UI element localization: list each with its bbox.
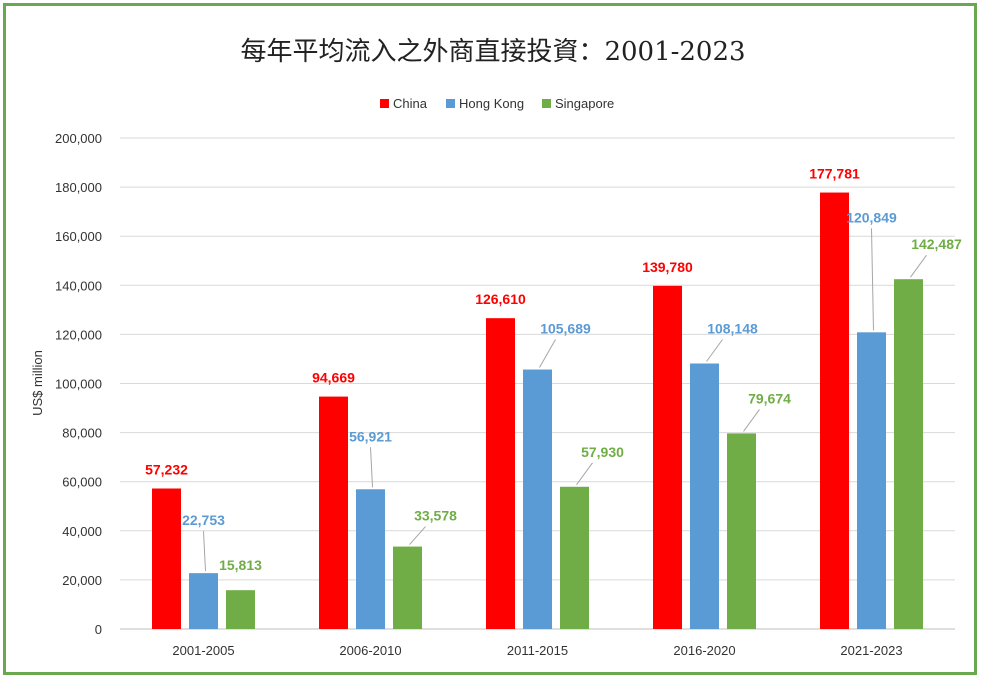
y-tick-label: 20,000 — [62, 573, 102, 588]
data-label-hong-kong-2021-2023: 120,849 — [846, 209, 897, 225]
y-axis-ticks: 0 20,000 40,000 60,000 80,000 100,000 120,000 1… — [55, 131, 102, 637]
bar-singapore-2006-2010 — [393, 546, 422, 629]
data-label-china-2006-2010: 94,669 — [312, 370, 355, 386]
bar-china-2011-2015 — [486, 318, 515, 629]
legend-label: China — [393, 96, 428, 111]
legend-item-singapore: Singapore — [542, 96, 614, 111]
legend-swatch — [542, 99, 551, 108]
y-tick-label: 80,000 — [62, 426, 102, 441]
leader-line — [576, 462, 593, 486]
data-label-singapore-2001-2005: 15,813 — [219, 557, 262, 573]
bar-hong-kong-2021-2023 — [857, 332, 886, 629]
y-tick-label: 120,000 — [55, 327, 102, 342]
bar-hong-kong-2011-2015 — [523, 369, 552, 629]
x-tick-label: 2021-2023 — [840, 643, 902, 658]
data-label-hong-kong-2016-2020: 108,148 — [707, 320, 758, 336]
leader-line — [539, 339, 556, 368]
leader-line — [871, 228, 874, 331]
x-axis-ticks: 2001-2005 2006-2010 2011-2015 2016-2020 2021… — [172, 643, 902, 658]
bar-china-2001-2005 — [152, 488, 181, 629]
bar-singapore-2001-2005 — [226, 590, 255, 629]
data-label-china-2011-2015: 126,610 — [475, 291, 526, 307]
legend-item-china: China — [380, 96, 428, 111]
leader-line — [910, 254, 927, 278]
x-tick-label: 2016-2020 — [673, 643, 735, 658]
bar-china-2021-2023 — [820, 192, 849, 629]
bar-hong-kong-2006-2010 — [356, 489, 385, 629]
bar-singapore-2011-2015 — [560, 486, 589, 629]
legend-label: Singapore — [555, 96, 614, 111]
leader-line — [409, 526, 426, 545]
data-label-singapore-2011-2015: 57,930 — [581, 444, 624, 460]
data-label-hong-kong-2006-2010: 56,921 — [349, 428, 392, 444]
data-label-hong-kong-2011-2015: 105,689 — [540, 321, 591, 337]
legend-item-hong-kong: Hong Kong — [446, 96, 524, 111]
y-tick-label: 0 — [95, 622, 102, 637]
leader-line — [706, 339, 723, 362]
bar-china-2006-2010 — [319, 396, 348, 629]
legend: China Hong Kong Singapore — [380, 96, 614, 111]
leader-line — [743, 409, 760, 432]
legend-swatch — [380, 99, 389, 108]
y-axis-label: US$ million — [30, 350, 45, 416]
data-label-hong-kong-2001-2005: 22,753 — [182, 512, 225, 528]
data-label-china-2016-2020: 139,780 — [642, 259, 693, 275]
x-tick-label: 2011-2015 — [507, 643, 568, 658]
data-labels: 57,232 22,753 15,813 94,669 56,921 33,578 126,… — [145, 166, 962, 574]
data-label-singapore-2016-2020: 79,674 — [748, 390, 791, 406]
y-tick-label: 200,000 — [55, 131, 102, 146]
y-tick-label: 180,000 — [55, 180, 102, 195]
bar-china-2016-2020 — [653, 285, 682, 629]
leader-lines — [203, 228, 927, 572]
legend-label: Hong Kong — [459, 96, 524, 111]
legend-swatch — [446, 99, 455, 108]
chart-title: 每年平均流入之外商直接投資：2001-2023 — [240, 37, 745, 67]
data-label-singapore-2021-2023: 142,487 — [911, 236, 962, 252]
bar-hong-kong-2016-2020 — [690, 363, 719, 629]
bar-singapore-2016-2020 — [727, 433, 756, 629]
y-tick-label: 160,000 — [55, 229, 102, 244]
leader-line — [370, 447, 373, 488]
gridlines — [120, 137, 955, 630]
data-label-china-2001-2005: 57,232 — [145, 461, 188, 477]
data-label-singapore-2006-2010: 33,578 — [414, 508, 457, 524]
bar-hong-kong-2001-2005 — [189, 573, 218, 629]
leader-line — [203, 531, 206, 572]
bar-singapore-2021-2023 — [894, 279, 923, 629]
x-tick-label: 2006-2010 — [339, 643, 401, 658]
y-tick-label: 60,000 — [62, 475, 102, 490]
bars — [152, 192, 923, 629]
x-tick-label: 2001-2005 — [172, 643, 234, 658]
y-tick-label: 40,000 — [62, 524, 102, 539]
y-tick-label: 100,000 — [55, 377, 102, 392]
y-tick-label: 140,000 — [55, 278, 102, 293]
data-label-china-2021-2023: 177,781 — [809, 166, 860, 182]
